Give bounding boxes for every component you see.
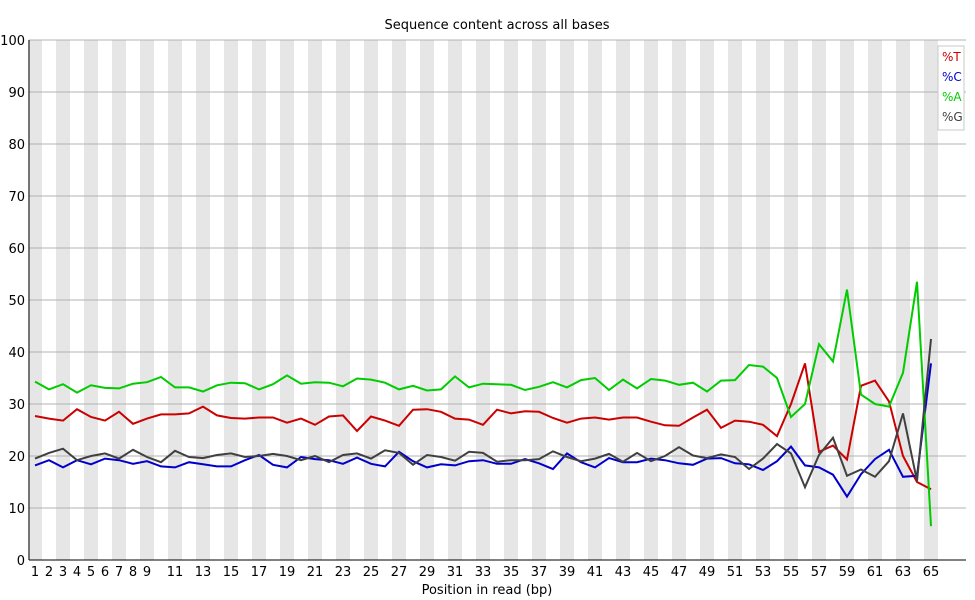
x-tick-label: 45 <box>643 565 660 580</box>
x-tick-label: 21 <box>307 565 324 580</box>
x-tick-label: 9 <box>143 565 151 580</box>
chart-title: Sequence content across all bases <box>384 18 609 33</box>
legend-box <box>937 45 965 131</box>
series-line-pct-c <box>34 363 932 499</box>
x-tick-label: 53 <box>755 565 772 580</box>
y-axis-tick-labels: 0 10 20 30 40 50 60 70 80 90 100 <box>0 34 25 569</box>
x-tick-label: 15 <box>223 565 240 580</box>
x-tick-label: 51 <box>727 565 744 580</box>
x-tick-label: 25 <box>363 565 380 580</box>
x-tick-label: 37 <box>531 565 548 580</box>
x-tick-label: 1 <box>31 565 39 580</box>
x-tick-label: 2 <box>45 565 53 580</box>
legend-entry: %C <box>942 70 962 84</box>
series-line-pct-a <box>34 281 932 527</box>
x-tick-label: 8 <box>129 565 137 580</box>
x-tick-label: 47 <box>671 565 688 580</box>
x-tick-label: 29 <box>419 565 436 580</box>
y-tick-label: 100 <box>0 34 25 49</box>
x-tick-label: 49 <box>699 565 716 580</box>
x-tick-label: 31 <box>447 565 464 580</box>
y-tick-label: 40 <box>8 346 25 361</box>
x-tick-label: 17 <box>251 565 268 580</box>
y-tick-label: 80 <box>8 138 25 153</box>
x-tick-label: 3 <box>59 565 67 580</box>
x-tick-label: 43 <box>615 565 632 580</box>
x-tick-label: 35 <box>503 565 520 580</box>
x-tick-label: 19 <box>279 565 296 580</box>
y-tick-label: 10 <box>8 502 25 517</box>
x-tick-label: 6 <box>101 565 109 580</box>
y-tick-label: 90 <box>8 86 25 101</box>
x-tick-label: 27 <box>391 565 408 580</box>
legend: %T %C %A %G <box>937 45 965 131</box>
x-tick-label: 63 <box>895 565 912 580</box>
x-tick-label: 13 <box>195 565 212 580</box>
x-tick-label: 39 <box>559 565 576 580</box>
y-tick-label: 70 <box>8 190 25 205</box>
y-tick-label: 20 <box>8 450 25 465</box>
x-tick-label: 7 <box>115 565 123 580</box>
x-tick-label: 5 <box>87 565 95 580</box>
x-tick-label: 11 <box>167 565 184 580</box>
series-line-pct-t <box>34 363 932 491</box>
y-tick-label: 30 <box>8 398 25 413</box>
series-line-pct-g <box>34 338 932 490</box>
x-tick-label: 55 <box>783 565 800 580</box>
x-tick-label: 4 <box>73 565 81 580</box>
x-axis-tick-labels: 1 2 3 4 5 6 7 8 9 11 13 15 17 19 21 23 25 27 29 31 33 35 37 39 4… <box>31 565 939 580</box>
x-tick-label: 23 <box>335 565 352 580</box>
x-tick-label: 65 <box>923 565 940 580</box>
legend-entry: %G <box>942 110 963 124</box>
x-axis-label: Position in read (bp) <box>422 583 553 598</box>
legend-entry: %A <box>942 90 962 104</box>
y-tick-label: 60 <box>8 242 25 257</box>
x-tick-label: 59 <box>839 565 856 580</box>
x-tick-label: 33 <box>475 565 492 580</box>
x-tick-label: 41 <box>587 565 604 580</box>
y-tick-label: 50 <box>8 294 25 309</box>
axes <box>28 40 966 561</box>
x-tick-label: 61 <box>867 565 884 580</box>
x-tick-label: 57 <box>811 565 828 580</box>
series-lines <box>34 281 932 527</box>
y-tick-label: 0 <box>17 554 25 569</box>
legend-entry: %T <box>942 50 961 64</box>
